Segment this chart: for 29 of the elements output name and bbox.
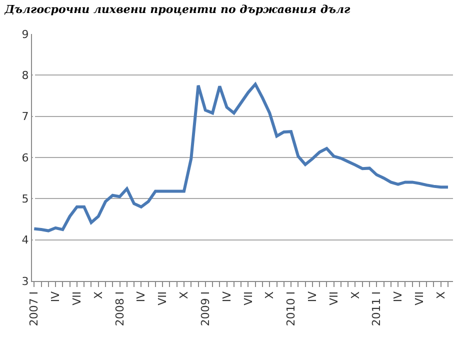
x-tick-label: VII [327, 291, 340, 306]
x-tick-label: 2008 I [113, 291, 126, 326]
x-tick-label: X [434, 290, 448, 299]
x-tick-label: IV [220, 290, 234, 302]
y-tick-label: 6 [22, 151, 29, 164]
x-tick-label: X [263, 290, 276, 299]
y-tick-label: 4 [22, 234, 29, 247]
y-tick-label: 7 [22, 110, 29, 124]
x-tick-label: 2010 I [284, 291, 298, 326]
x-tick-label: X [178, 290, 191, 299]
x-tick-label: VII [156, 291, 170, 306]
y-tick-label: 5 [22, 192, 29, 206]
y-tick-label: 3 [22, 274, 29, 288]
y-tick-label: 9 [22, 28, 29, 41]
x-tick-label: IV [306, 290, 320, 302]
x-tick-label: X [348, 290, 362, 299]
x-tick-label: IV [392, 290, 405, 302]
x-tick-label: VII [242, 291, 255, 306]
x-tick-label: 2011 I [370, 291, 384, 326]
x-tick-label: VII [70, 291, 84, 306]
line-series [32, 82, 450, 232]
x-tick-label: 2009 I [198, 291, 212, 326]
x-tick-label: IV [134, 290, 148, 302]
y-tick-label: 8 [22, 69, 29, 82]
x-tick-label: 2007 I [28, 291, 41, 326]
chart-title: Дългосрочни лихвени проценти по държавния дълг [4, 2, 352, 16]
x-tick-label: IV [49, 290, 62, 302]
x-tick-label: VII [413, 291, 426, 306]
x-tick-label: X [92, 290, 105, 299]
